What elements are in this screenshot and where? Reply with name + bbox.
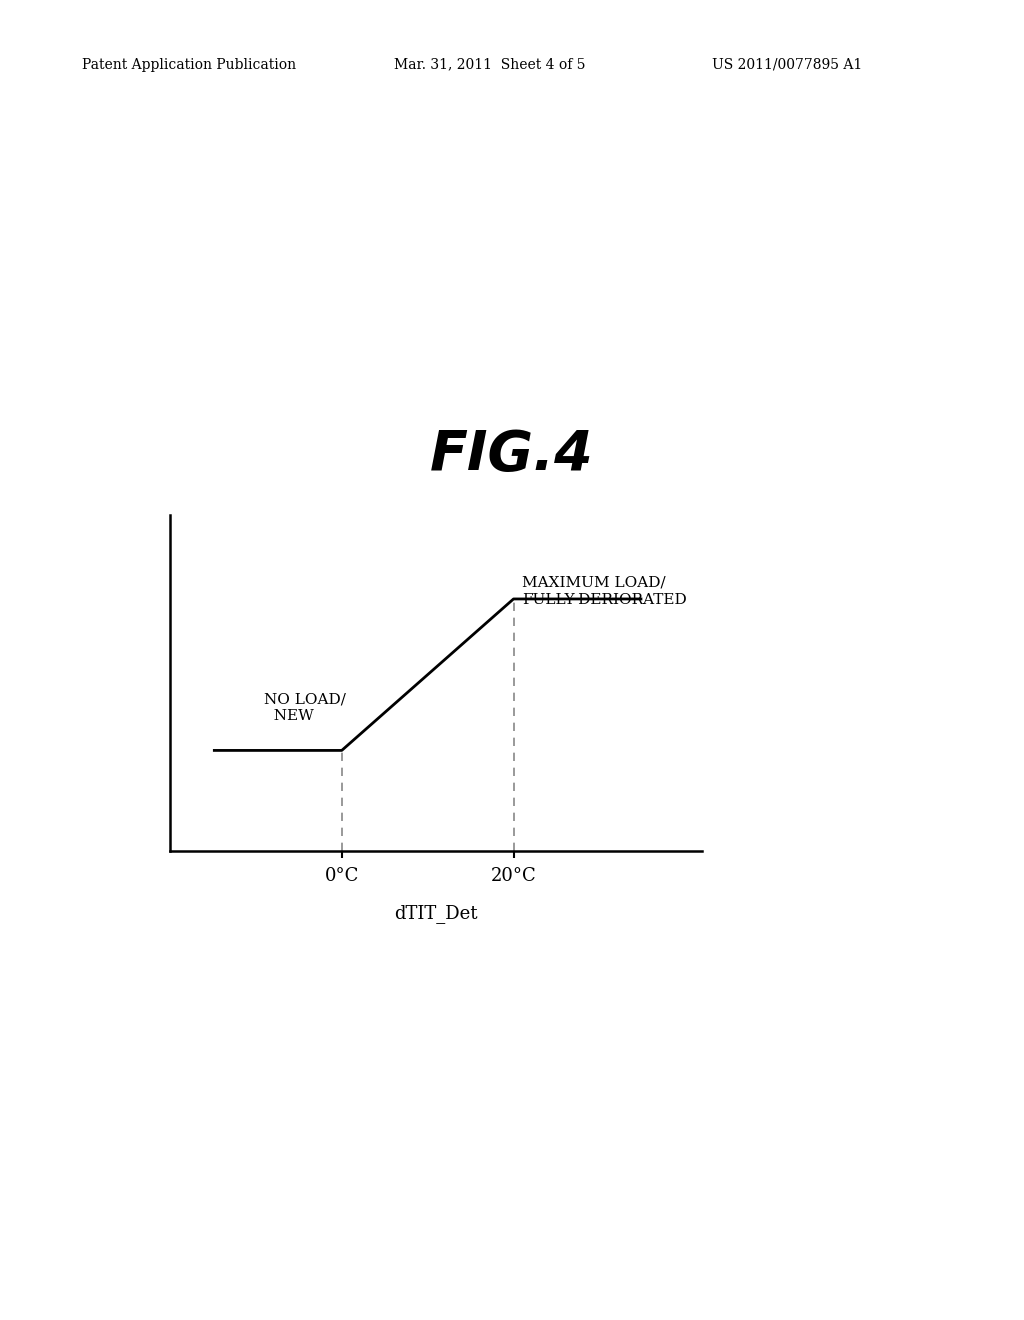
Text: MAXIMUM LOAD/
FULLY-DERIORATED: MAXIMUM LOAD/ FULLY-DERIORATED (522, 576, 687, 607)
Text: Mar. 31, 2011  Sheet 4 of 5: Mar. 31, 2011 Sheet 4 of 5 (394, 58, 586, 71)
X-axis label: dTIT_Det: dTIT_Det (394, 904, 478, 923)
Text: NO LOAD/
  NEW: NO LOAD/ NEW (264, 692, 346, 723)
Text: FIG.4: FIG.4 (430, 429, 594, 482)
Text: Patent Application Publication: Patent Application Publication (82, 58, 296, 71)
Text: US 2011/0077895 A1: US 2011/0077895 A1 (712, 58, 862, 71)
